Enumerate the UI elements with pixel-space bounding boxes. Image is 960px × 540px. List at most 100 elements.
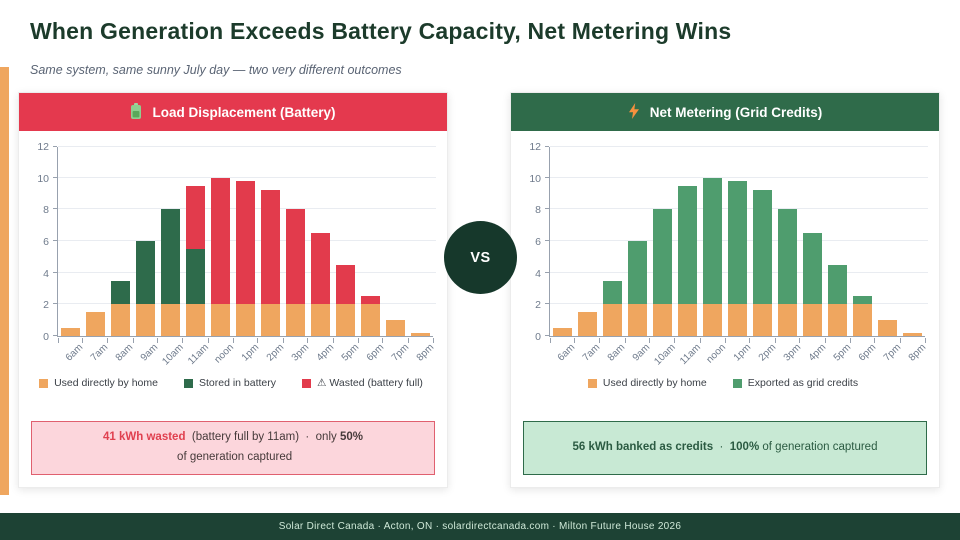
page-title: When Generation Exceeds Battery Capacity…: [30, 18, 732, 44]
x-tick: [332, 338, 334, 343]
bar-segment: [703, 304, 722, 336]
x-tick: [699, 338, 701, 343]
x-tick: [874, 338, 876, 343]
y-tick: [545, 303, 549, 305]
y-tick-label: 8: [535, 204, 541, 217]
bars: [550, 147, 925, 336]
x-tick-label: noon: [699, 337, 728, 371]
net-metering-panel: Net Metering (Grid Credits) 0 2 4 6 8 10 12 6a…: [510, 92, 940, 488]
x-tick-label: 10am: [649, 337, 677, 371]
y-tick-label: 0: [43, 331, 49, 343]
bar-segment: [853, 304, 872, 336]
bar-segment: [903, 332, 922, 336]
x-tick: [382, 338, 384, 343]
x-tick: [649, 338, 651, 343]
bar-segment: [653, 304, 672, 336]
bar-segment: [111, 304, 130, 336]
x-tick: [724, 338, 726, 343]
gridline: [58, 146, 436, 147]
bar-segment: [261, 190, 280, 305]
x-tick-label: 7am: [82, 337, 111, 371]
bar-10am: [161, 209, 180, 336]
x-tick-label: 7pm: [383, 337, 412, 371]
legend-item: ⚠ Wasted (battery full): [302, 375, 423, 391]
x-tick-label: 1pm: [724, 337, 753, 371]
callout-text: of generation captured: [759, 441, 878, 454]
x-tick: [132, 338, 134, 343]
x-tick: [257, 338, 259, 343]
legend-label: ⚠ Wasted (battery full): [317, 377, 423, 389]
x-tick: [157, 338, 159, 343]
legend-swatch: [183, 378, 193, 388]
y-tick: [53, 146, 57, 147]
lightning-icon: [628, 102, 640, 122]
bar-6pm: [361, 296, 380, 336]
bar-segment: [603, 280, 622, 305]
x-tick-label: 6am: [549, 337, 578, 371]
bar-7am: [578, 312, 597, 336]
bar-7am: [86, 312, 105, 336]
y-tick-label: 10: [37, 172, 49, 185]
x-tick-label: 6pm: [850, 337, 879, 371]
legend-swatch: [587, 378, 597, 388]
bar-segment: [678, 304, 697, 336]
x-tick: [107, 338, 109, 343]
y-tick: [53, 335, 57, 336]
bar-segment: [753, 304, 772, 336]
bar-segment: [753, 190, 772, 305]
gridline: [58, 176, 436, 178]
x-tick: [899, 338, 901, 343]
bar-segment: [778, 304, 797, 336]
legend: Used directly by home Stored in battery ⚠ …: [29, 375, 433, 391]
subtitle: Same system, same sunny July day — two v…: [30, 63, 402, 77]
bar-4pm: [311, 233, 330, 336]
bar-noon: [703, 177, 722, 336]
y-tick: [53, 240, 57, 241]
bar-segment: [311, 304, 330, 336]
bar-segment: [628, 241, 647, 305]
bar-2pm: [261, 190, 280, 336]
callout-text: ·: [713, 441, 730, 454]
bar-segment: [261, 304, 280, 336]
bar-segment: [236, 304, 255, 336]
y-tick: [545, 146, 549, 147]
y-tick-label: 8: [43, 204, 49, 217]
bar-8am: [111, 280, 130, 336]
bar-8pm: [411, 332, 430, 336]
x-axis-labels: 6am 7am 8am 9am 10am 11am noon 1pm 2pm 3pm 4pm 5pm 6…: [549, 337, 928, 371]
x-tick: [849, 338, 851, 343]
bar-1pm: [728, 180, 747, 336]
bar-6pm: [853, 296, 872, 336]
legend-swatch: [39, 378, 49, 388]
bar-segment: [603, 304, 622, 336]
battery-panel-header: Load Displacement (Battery): [19, 93, 447, 131]
bar-8am: [603, 280, 622, 336]
bar-4pm: [803, 233, 822, 336]
bar-segment: [161, 304, 180, 336]
bar-segment: [136, 241, 155, 305]
bar-segment: [336, 304, 355, 336]
bar-2pm: [753, 190, 772, 336]
y-tick-label: 12: [37, 141, 49, 153]
bars: [58, 147, 433, 336]
x-tick-label: 8am: [599, 337, 628, 371]
bar-segment: [211, 177, 230, 305]
bar-segment: [111, 280, 130, 305]
bar-noon: [211, 177, 230, 336]
x-tick: [749, 338, 751, 343]
x-tick-label: 5pm: [825, 337, 853, 371]
bar-1pm: [236, 180, 255, 336]
x-tick: [599, 338, 601, 343]
x-tick-label-text: 8pm: [906, 342, 929, 364]
bar-segment: [186, 248, 205, 305]
plot-area: [545, 146, 928, 343]
x-tick-label: 6pm: [358, 337, 387, 371]
bar-segment: [286, 304, 305, 336]
bar-segment: [361, 296, 380, 305]
x-tick-label: 4pm: [308, 337, 336, 371]
legend-item: Stored in battery: [183, 375, 276, 391]
net-metering-callout: 56 kWh banked as credits · 100% of gener…: [523, 421, 927, 475]
bar-7pm: [386, 320, 405, 336]
legend: Used directly by home Exported as grid cr…: [521, 375, 925, 391]
callout-bold: 100%: [729, 441, 760, 454]
